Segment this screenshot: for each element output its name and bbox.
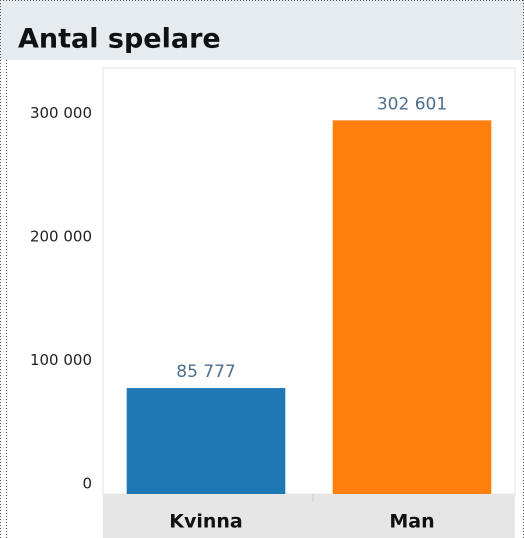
y-tick-label: 300 000 bbox=[30, 104, 92, 122]
y-tick-label: 200 000 bbox=[30, 228, 92, 246]
value-label: 302 601 bbox=[377, 94, 447, 114]
bar bbox=[126, 388, 286, 494]
title-band bbox=[0, 0, 524, 60]
value-label: 85 777 bbox=[176, 362, 235, 382]
x-tick-label: Kvinna bbox=[169, 511, 243, 533]
x-header bbox=[103, 494, 515, 538]
y-tick-label: 100 000 bbox=[30, 351, 92, 369]
bar bbox=[332, 120, 492, 494]
x-tick-label: Man bbox=[389, 511, 434, 533]
y-tick-label: 0 bbox=[82, 475, 92, 493]
chart-title: Antal spelare bbox=[18, 24, 221, 55]
